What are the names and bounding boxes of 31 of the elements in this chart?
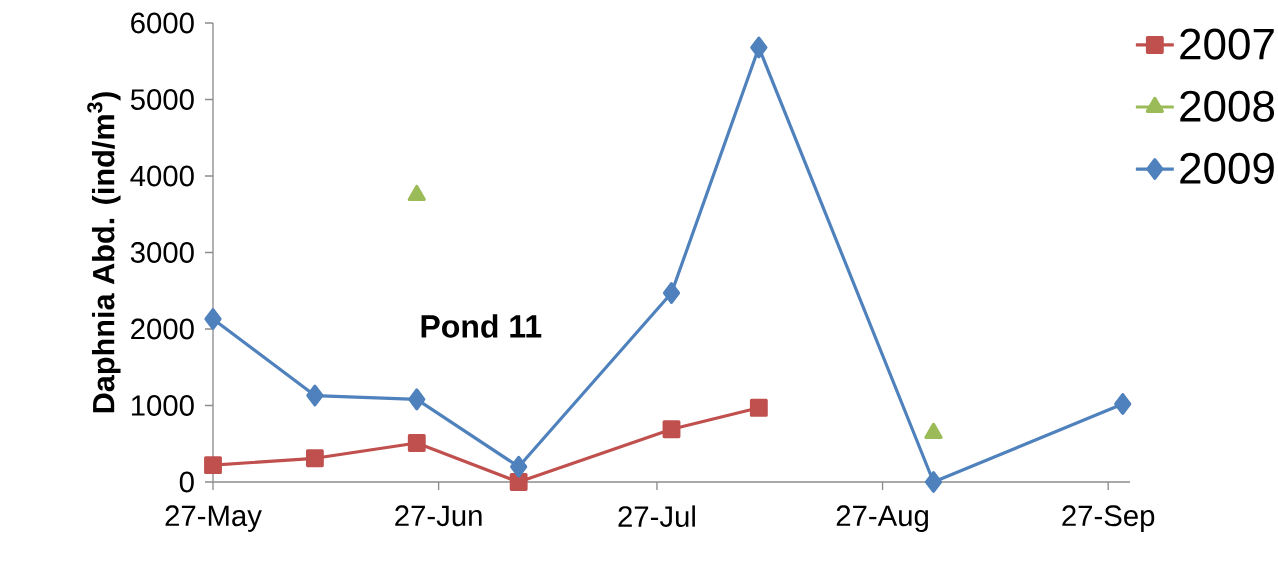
y-tick-label: 4000	[130, 165, 194, 187]
point	[407, 434, 426, 452]
x-tick-label: 27-Aug	[836, 505, 928, 532]
y-tick-label: 3000	[130, 242, 194, 263]
legend-label: 2007	[1180, 28, 1274, 60]
y-axis-title: Daphnia Abd. (ind/m$^{3}$)	[87, 92, 121, 413]
point	[204, 456, 222, 475]
point	[750, 36, 768, 59]
y-tick-label: 0	[179, 471, 194, 493]
x-tick-label: 27-Sep	[1062, 505, 1155, 532]
y-tick-label: 6000	[131, 12, 194, 34]
point	[510, 455, 528, 478]
x-tick-label: 27-Jul	[618, 505, 695, 527]
point	[305, 449, 324, 468]
x-tick-label: 27-May	[165, 505, 262, 532]
point	[662, 420, 681, 439]
point	[408, 388, 426, 411]
y-tick-label: 5000	[130, 89, 194, 110]
x-tick-label: 27-Jun	[395, 505, 482, 527]
point	[924, 471, 943, 493]
point	[204, 308, 222, 330]
point	[1114, 393, 1132, 415]
y-tick-label: 1000	[131, 395, 194, 416]
point	[662, 282, 681, 304]
legend-label: 2008	[1180, 90, 1275, 122]
annotation: Pond 11	[421, 314, 542, 338]
point	[749, 398, 768, 417]
point	[306, 384, 324, 407]
legend-label: 2009	[1180, 152, 1274, 184]
y-tick-label: 2000	[131, 318, 194, 340]
point	[509, 473, 528, 491]
